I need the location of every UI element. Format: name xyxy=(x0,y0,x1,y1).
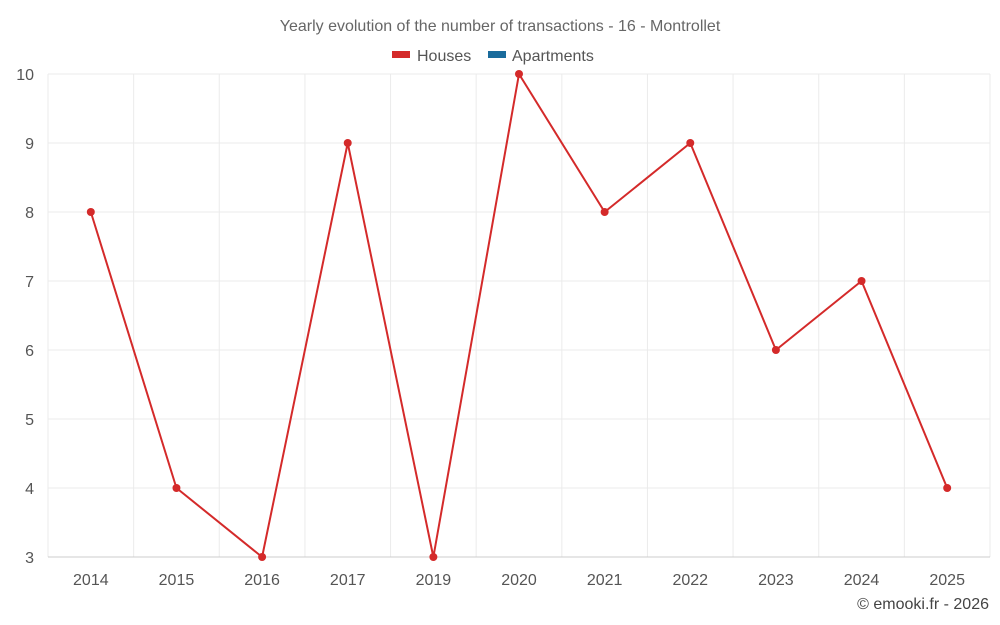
y-tick-label: 10 xyxy=(16,67,34,84)
data-point-houses-2016[interactable] xyxy=(258,553,267,561)
y-tick-label: 4 xyxy=(25,481,34,498)
data-point-houses-2024[interactable] xyxy=(857,277,866,285)
legend-item-apartments[interactable]: Apartments xyxy=(488,48,594,65)
legend: Houses Apartments xyxy=(392,48,594,65)
y-tick-label: 5 xyxy=(25,412,34,429)
y-axis-ticks: 3 4 5 6 7 8 9 10 xyxy=(16,67,34,567)
legend-item-houses[interactable]: Houses xyxy=(392,48,471,65)
data-point-houses-2025[interactable] xyxy=(943,484,952,492)
x-tick-label: 2019 xyxy=(416,572,452,589)
x-tick-label: 2025 xyxy=(929,572,965,589)
x-tick-label: 2015 xyxy=(159,572,195,589)
y-tick-label: 9 xyxy=(25,136,34,153)
x-tick-label: 2020 xyxy=(501,572,537,589)
credit-text: © emooki.fr - 2026 xyxy=(857,596,989,613)
x-tick-label: 2016 xyxy=(244,572,280,589)
data-point-houses-2017[interactable] xyxy=(343,139,352,147)
legend-swatch-houses xyxy=(392,51,410,58)
x-gridlines xyxy=(47,74,991,557)
x-tick-label: 2022 xyxy=(672,572,708,589)
x-tick-label: 2024 xyxy=(844,572,880,589)
chart-title: Yearly evolution of the number of transa… xyxy=(280,18,721,35)
data-point-houses-2014[interactable] xyxy=(86,208,95,216)
y-gridlines xyxy=(48,73,990,489)
y-tick-label: 6 xyxy=(25,343,34,360)
x-tick-label: 2021 xyxy=(587,572,623,589)
y-tick-label: 3 xyxy=(25,550,34,567)
data-point-houses-2023[interactable] xyxy=(771,346,780,354)
data-point-houses-2015[interactable] xyxy=(172,484,181,492)
legend-label-apartments: Apartments xyxy=(512,48,594,65)
x-tick-label: 2017 xyxy=(330,572,366,589)
legend-label-houses: Houses xyxy=(417,48,471,65)
data-point-houses-2021[interactable] xyxy=(600,208,609,216)
x-tick-label: 2014 xyxy=(73,572,109,589)
series-houses xyxy=(86,70,952,561)
legend-swatch-apartments xyxy=(488,51,506,58)
y-tick-label: 7 xyxy=(25,274,34,291)
data-point-houses-2019[interactable] xyxy=(429,553,438,561)
data-point-houses-2022[interactable] xyxy=(686,139,695,147)
x-axis-ticks: 2014 2015 2016 2017 2019 2020 2021 2022 2023 2024… xyxy=(73,572,965,589)
y-tick-label: 8 xyxy=(25,205,34,222)
x-tick-label: 2023 xyxy=(758,572,794,589)
data-point-houses-2020[interactable] xyxy=(515,70,523,78)
